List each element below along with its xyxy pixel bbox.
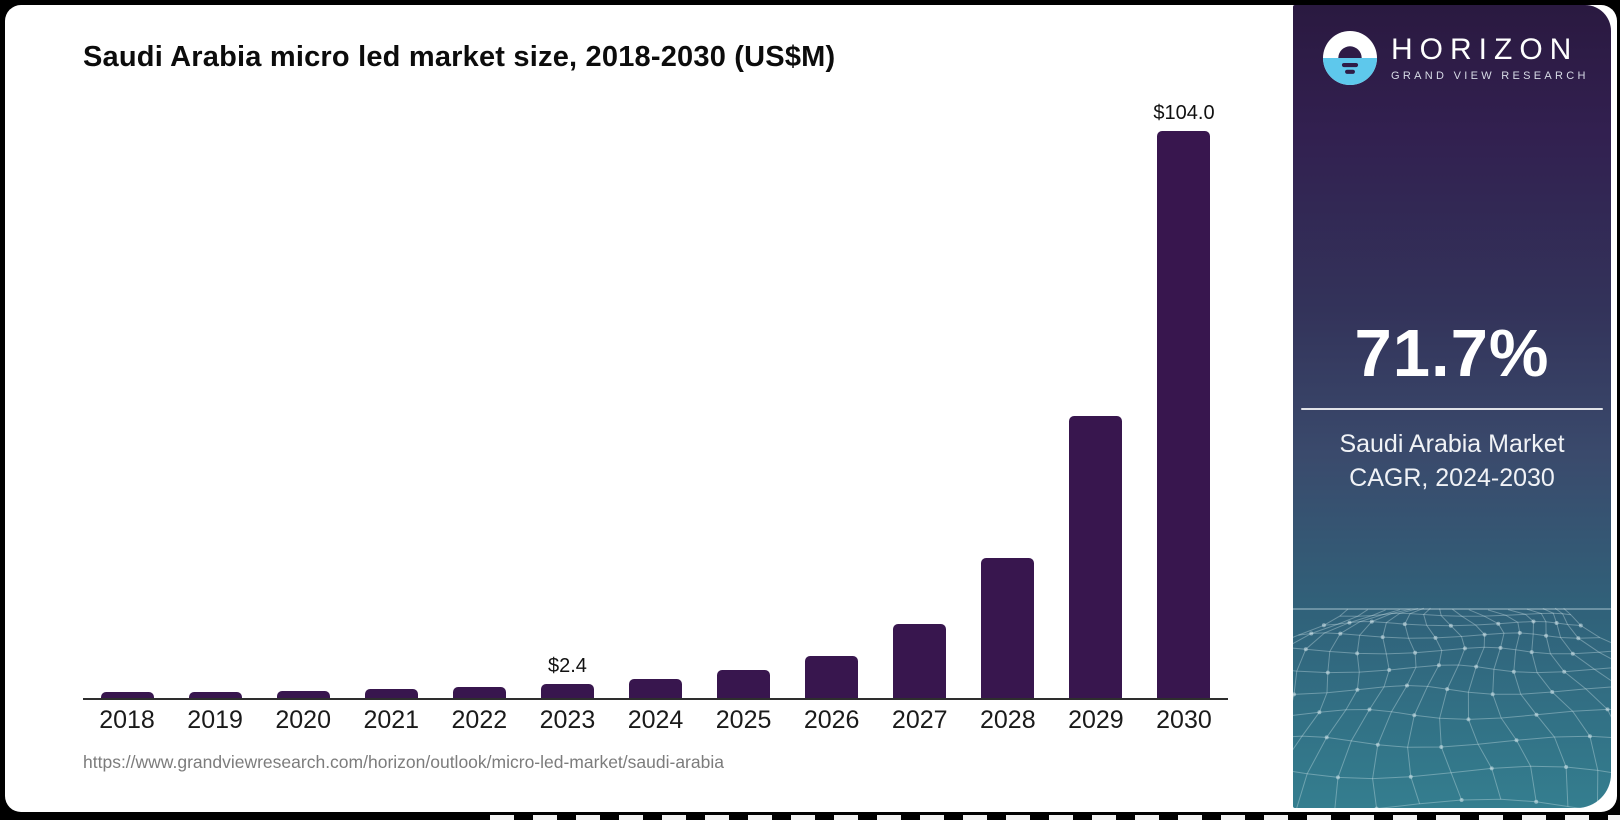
x-tick-2019: 2019 (187, 706, 243, 734)
brand-tagline: GRAND VIEW RESEARCH (1391, 69, 1589, 82)
bar-2023 (540, 684, 594, 698)
bar-2026 (805, 655, 859, 698)
bar-2029 (1069, 416, 1123, 698)
x-tick-2018: 2018 (99, 706, 155, 734)
x-tick-2025: 2025 (715, 706, 772, 734)
bar-2022 (452, 686, 506, 698)
bar-2027 (893, 623, 947, 698)
bar-value-label-2023: $2.4 (547, 655, 587, 678)
x-tick-2024: 2024 (627, 706, 684, 734)
x-tick-2021: 2021 (363, 706, 420, 734)
bar-column-2030: $104.0 (1140, 102, 1228, 698)
bar-2020 (276, 690, 330, 698)
bar-2024 (629, 679, 682, 698)
x-axis-line (83, 698, 1228, 700)
x-tick-2023: 2023 (539, 706, 596, 734)
bar-chart-plot: $2.4 $104.0 (83, 102, 1228, 698)
x-tick-2020: 2020 (275, 706, 331, 734)
bar-column-2027 (876, 102, 964, 698)
bar-column-2022 (435, 102, 523, 698)
cagr-stat-block: 71.7% Saudi Arabia Market CAGR, 2024-203… (1293, 315, 1611, 495)
bar-value-label-2030: $104.0 (1153, 102, 1215, 124)
bottom-edge-dashes (490, 815, 1620, 820)
bar-2018 (100, 692, 154, 698)
bar-column-2021 (347, 102, 435, 698)
cagr-caption-line1: Saudi Arabia Market (1339, 430, 1565, 458)
bar-column-2029 (1052, 102, 1140, 698)
bar-column-2023: $2.4 (523, 102, 611, 698)
stat-divider (1301, 408, 1603, 410)
bar-column-2019 (171, 102, 259, 698)
bar-column-2024 (611, 102, 699, 698)
x-tick-2028: 2028 (980, 706, 1036, 734)
x-tick-2030: 2030 (1156, 706, 1212, 734)
x-tick-2029: 2029 (1068, 706, 1124, 734)
bar-column-2020 (259, 102, 347, 698)
bar-2030 (1157, 131, 1211, 698)
bar-column-2028 (964, 102, 1052, 698)
cagr-value: 71.7% (1354, 316, 1550, 391)
sidebar: HORIZON GRAND VIEW RESEARCH 71.7% Saudi … (1293, 5, 1611, 808)
logo-text: HORIZON GRAND VIEW RESEARCH (1391, 34, 1589, 82)
x-axis-labels: 2018 2019 2020 2021 2022 2023 2024 2025 2026 2027… (83, 706, 1228, 735)
horizon-logo: HORIZON GRAND VIEW RESEARCH (1323, 31, 1591, 85)
wireframe-mesh-decoration (1293, 607, 1611, 808)
cagr-caption-line2: CAGR, 2024-2030 (1349, 463, 1555, 492)
bar-2021 (364, 689, 418, 698)
bar-column-2018 (83, 102, 171, 698)
chart-title: Saudi Arabia micro led market size, 2018… (83, 41, 836, 73)
bar-2028 (981, 558, 1035, 698)
horizon-sunrise-icon (1323, 31, 1377, 85)
bar-2019 (188, 691, 242, 698)
bar-column-2026 (788, 102, 876, 698)
x-tick-2027: 2027 (891, 706, 948, 734)
bar-column-2025 (700, 102, 788, 698)
bar-2025 (717, 669, 771, 698)
x-tick-2022: 2022 (451, 706, 508, 734)
x-tick-2026: 2026 (803, 706, 860, 734)
cagr-caption: Saudi Arabia Market CAGR, 2024-2030 (1293, 428, 1611, 495)
source-url: https://www.grandviewresearch.com/horizo… (83, 752, 724, 772)
brand-name: HORIZON (1391, 33, 1579, 67)
